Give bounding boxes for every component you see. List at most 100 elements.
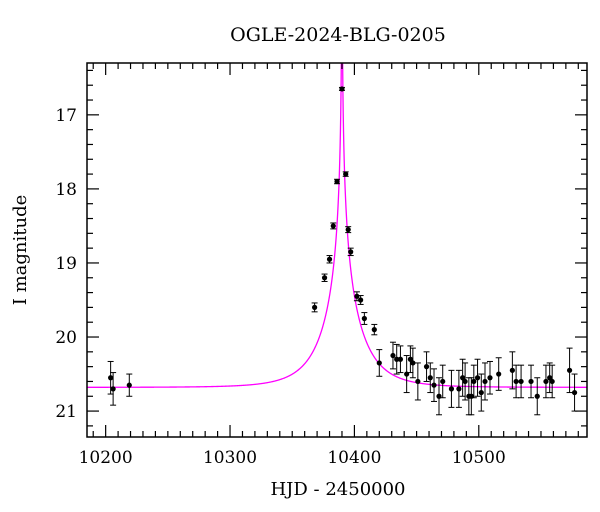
- data-point: [347, 247, 354, 257]
- data-marker: [549, 378, 555, 385]
- data-point: [470, 364, 477, 399]
- data-point: [482, 362, 489, 401]
- data-point: [549, 364, 556, 399]
- data-marker: [312, 304, 318, 310]
- data-marker: [339, 86, 345, 92]
- data-point: [311, 302, 318, 313]
- data-marker: [440, 378, 446, 385]
- data-point: [345, 226, 352, 234]
- axis-ticks: [87, 63, 587, 437]
- data-marker: [330, 223, 336, 229]
- data-point: [455, 369, 462, 408]
- data-point: [353, 291, 360, 302]
- data-marker: [354, 293, 360, 299]
- data-point: [509, 351, 516, 390]
- y-axis-label: I magnitude: [10, 195, 31, 306]
- plot-area: [87, 63, 587, 416]
- data-point: [334, 178, 340, 185]
- data-marker: [407, 356, 413, 362]
- data-point: [423, 351, 430, 382]
- data-point: [534, 377, 541, 416]
- data-marker: [427, 375, 433, 381]
- data-marker: [509, 367, 515, 373]
- x-tick-label: 10400: [327, 448, 381, 468]
- data-marker: [126, 382, 132, 388]
- data-marker: [431, 382, 437, 388]
- data-marker: [478, 389, 484, 396]
- data-marker: [448, 386, 455, 392]
- data-marker: [474, 375, 481, 381]
- x-tick-label: 10300: [203, 448, 257, 468]
- data-point: [342, 171, 349, 177]
- data-point: [474, 358, 481, 397]
- data-marker: [482, 378, 488, 385]
- data-marker: [462, 378, 468, 385]
- data-point: [571, 373, 578, 412]
- data-point: [427, 362, 434, 394]
- data-marker: [415, 378, 421, 385]
- data-marker: [343, 171, 349, 177]
- data-point: [393, 343, 400, 375]
- data-point: [486, 360, 493, 395]
- data-marker: [543, 378, 549, 385]
- data-point: [371, 323, 378, 336]
- data-marker: [547, 375, 553, 381]
- data-point: [414, 362, 421, 401]
- data-marker: [513, 378, 519, 385]
- data-marker: [348, 249, 354, 255]
- data-point: [126, 373, 133, 397]
- data-marker: [423, 364, 430, 370]
- data-point: [409, 347, 416, 379]
- data-marker: [326, 256, 333, 262]
- y-tick-label: 17: [55, 106, 77, 126]
- data-point: [338, 86, 345, 92]
- plot-frame: [86, 62, 588, 438]
- data-marker: [571, 389, 578, 396]
- data-marker: [371, 327, 377, 333]
- data-marker: [471, 378, 477, 385]
- data-point: [439, 364, 446, 399]
- data-marker: [334, 178, 340, 185]
- chart-title: OGLE-2024-BLG-0205: [230, 24, 446, 46]
- data-marker: [394, 356, 400, 362]
- data-marker: [460, 375, 466, 381]
- data-marker: [410, 360, 416, 366]
- data-marker: [321, 275, 328, 281]
- data-marker: [361, 315, 367, 322]
- data-point: [431, 368, 438, 402]
- data-point: [361, 312, 368, 325]
- y-tick-label: 21: [55, 402, 77, 422]
- data-marker: [376, 360, 382, 366]
- x-tick-label: 10500: [452, 448, 506, 468]
- data-marker: [518, 378, 524, 385]
- data-point: [459, 358, 466, 397]
- data-point: [528, 364, 535, 399]
- data-point: [321, 273, 328, 282]
- data-point: [462, 362, 469, 401]
- data-marker: [487, 375, 493, 381]
- data-marker: [528, 378, 534, 385]
- data-point: [495, 357, 502, 391]
- data-point: [376, 349, 383, 377]
- data-marker: [496, 371, 502, 377]
- data-marker: [456, 386, 462, 392]
- y-tick-label: 20: [55, 328, 77, 348]
- data-marker: [534, 393, 540, 399]
- data-point: [518, 364, 525, 399]
- x-axis-label: HJD - 2450000: [270, 479, 405, 500]
- data-point: [110, 372, 117, 406]
- data-point: [357, 295, 364, 305]
- data-marker: [397, 356, 404, 362]
- data-point: [397, 345, 404, 374]
- data-marker: [108, 375, 114, 381]
- y-tick-label: 18: [55, 180, 77, 200]
- data-point: [407, 345, 414, 374]
- data-point: [330, 222, 337, 230]
- data-point: [326, 255, 333, 264]
- data-point: [542, 364, 549, 399]
- data-point: [389, 341, 396, 370]
- model-curve: [87, 63, 587, 388]
- data-marker: [345, 227, 351, 233]
- x-tick-label: 10200: [79, 448, 133, 468]
